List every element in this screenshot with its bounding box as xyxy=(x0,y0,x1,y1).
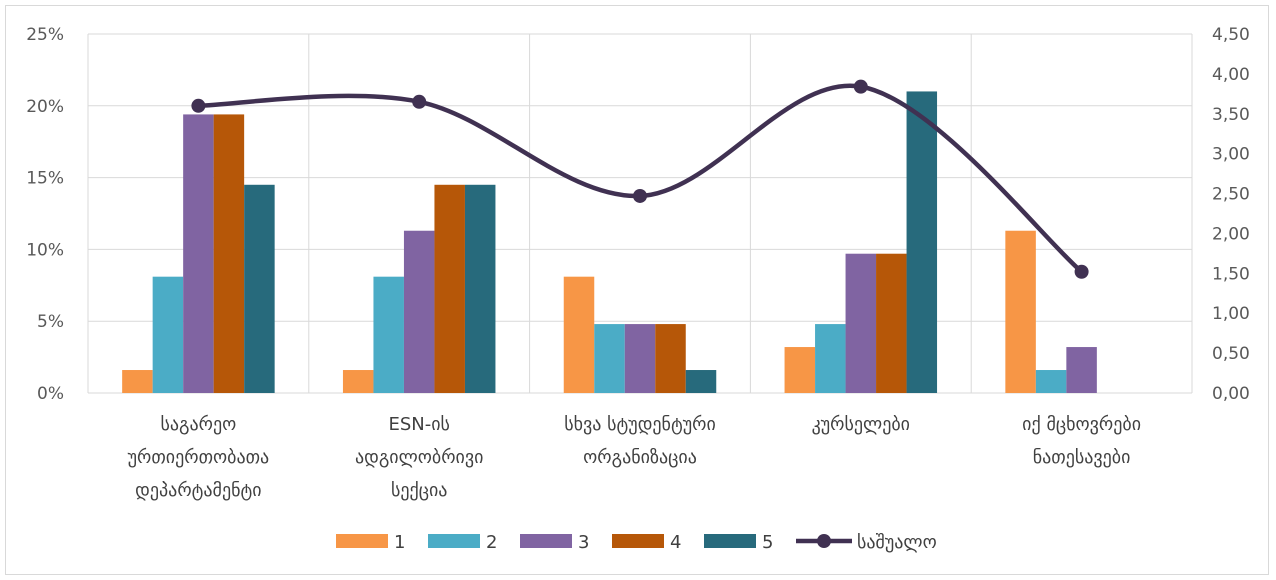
category-label: ორგანიზაცია xyxy=(583,447,697,468)
y-left-tick-label: 10% xyxy=(26,240,64,260)
bar-series-1 xyxy=(563,276,595,393)
bar-series-3 xyxy=(183,114,214,393)
legend-label-3: 3 xyxy=(578,532,589,553)
category-label: დეპარტამენტი xyxy=(135,480,261,501)
y-right-tick-label: 1,00 xyxy=(1212,304,1250,324)
y-right-tick-label: 0,50 xyxy=(1212,344,1250,364)
bar-series-2 xyxy=(152,276,184,393)
bar-series-2 xyxy=(594,324,625,393)
y-left-tick-label: 5% xyxy=(37,312,64,332)
bar-series-3 xyxy=(403,230,435,393)
y-left-tick-label: 15% xyxy=(26,169,64,189)
bar-series-1 xyxy=(784,347,816,393)
bar-series-4 xyxy=(876,253,907,393)
legend-label-5: 5 xyxy=(762,532,773,553)
legend-label-average: საშუალო xyxy=(857,532,937,553)
bar-series-4 xyxy=(655,324,686,393)
category-label: ESN-ის xyxy=(388,414,449,435)
legend-swatch-5 xyxy=(704,534,756,548)
y-right-tick-label: 3,00 xyxy=(1212,145,1250,165)
y-right-tick-label: 4,50 xyxy=(1212,25,1250,45)
bar-series-5 xyxy=(464,184,496,393)
y-right-tick-label: 4,00 xyxy=(1212,65,1250,85)
average-marker xyxy=(191,98,206,113)
y-left-tick-label: 0% xyxy=(37,384,64,404)
y-right-tick-label: 0,00 xyxy=(1212,384,1250,404)
bar-series-1 xyxy=(1005,230,1036,393)
category-label: საგარეო xyxy=(161,414,237,435)
legend-swatch-1 xyxy=(336,534,388,548)
legend-label-1: 1 xyxy=(394,532,405,553)
bar-series-2 xyxy=(815,324,846,393)
bar-series-1 xyxy=(342,370,374,393)
legend-label-4: 4 xyxy=(670,532,681,553)
average-marker xyxy=(853,79,868,94)
category-label: ნათესავები xyxy=(1033,447,1131,468)
category-label: იქ მცხოვრები xyxy=(1022,414,1141,435)
bar-series-4 xyxy=(213,114,245,393)
average-marker xyxy=(412,94,427,109)
y-left-tick-label: 25% xyxy=(26,25,64,45)
bar-series-5 xyxy=(244,184,275,393)
y-right-tick-label: 2,00 xyxy=(1212,224,1250,244)
bar-series-3 xyxy=(1066,347,1097,393)
legend-swatch-2 xyxy=(428,534,480,548)
y-right-tick-label: 1,50 xyxy=(1212,264,1250,284)
bar-series-5 xyxy=(685,370,717,393)
average-marker xyxy=(633,188,647,203)
y-right-tick-label: 2,50 xyxy=(1212,185,1250,205)
category-label: სექცია xyxy=(391,480,448,501)
bar-series-4 xyxy=(434,184,465,393)
legend-swatch-3 xyxy=(520,534,572,548)
bar-series-1 xyxy=(122,370,153,393)
legend-line-marker xyxy=(817,534,831,548)
y-right-tick-label: 3,50 xyxy=(1212,105,1250,125)
category-label: სხვა სტუდენტური xyxy=(564,414,716,435)
category-label: ადგილობრივი xyxy=(355,447,483,468)
y-left-tick-label: 20% xyxy=(26,97,64,117)
bar-series-3 xyxy=(845,253,877,393)
average-marker xyxy=(1074,264,1089,279)
legend-swatch-4 xyxy=(612,534,664,548)
bar-series-2 xyxy=(1035,370,1067,393)
bar-series-3 xyxy=(624,324,656,393)
average-line xyxy=(196,83,1084,274)
bar-series-5 xyxy=(906,91,938,393)
category-label: ურთიერთობათა xyxy=(128,447,270,468)
bar-series-2 xyxy=(373,276,404,393)
category-label: კურსელები xyxy=(812,414,910,435)
legend-label-2: 2 xyxy=(486,532,497,553)
